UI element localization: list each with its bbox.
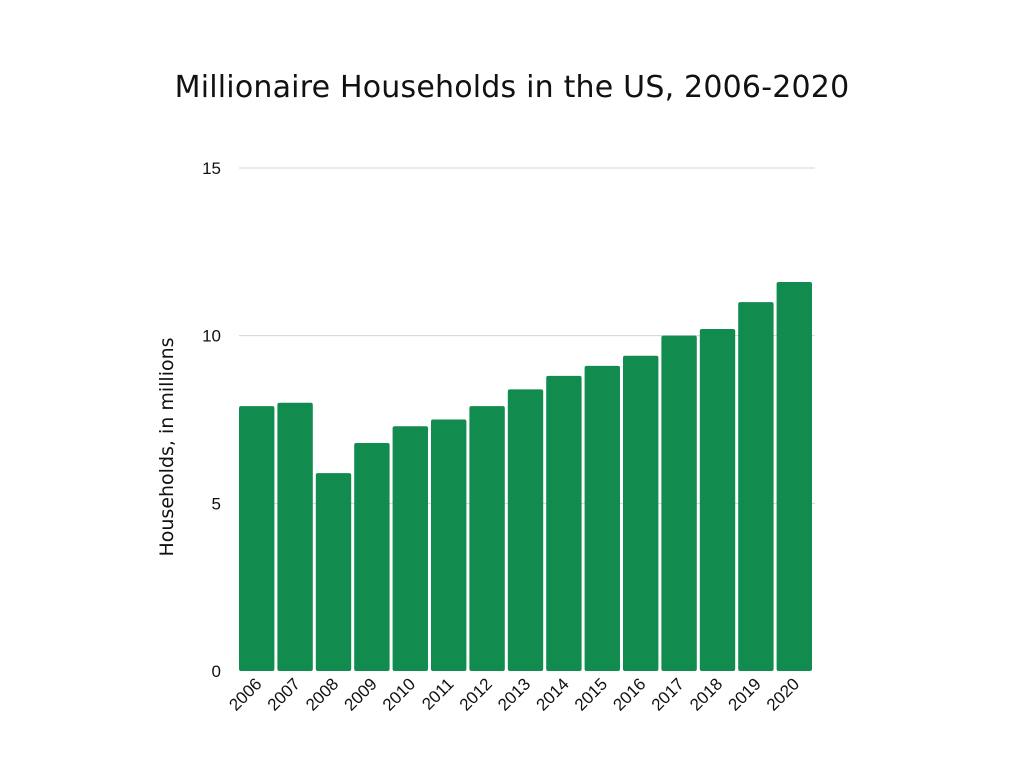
bar-2020 <box>776 282 812 671</box>
x-tick-label: 2011 <box>418 674 457 713</box>
bar-2012 <box>469 406 505 671</box>
bar-2013 <box>507 389 544 671</box>
bar-2007 <box>277 402 313 671</box>
bars <box>239 282 812 671</box>
x-tick-label: 2015 <box>571 674 611 714</box>
x-tick-label: 2018 <box>686 674 726 714</box>
bar-2019 <box>738 302 774 671</box>
chart-title: Millionaire Households in the US, 2006-2… <box>174 70 850 105</box>
bar-2011 <box>431 419 467 671</box>
x-tick-label: 2019 <box>725 674 765 714</box>
x-tick-label: 2007 <box>264 674 304 714</box>
bar-2010 <box>392 426 428 671</box>
x-tick-label: 2017 <box>648 674 688 714</box>
x-tick-label: 2010 <box>379 674 419 714</box>
x-tick-label: 2012 <box>456 674 496 714</box>
bar-2015 <box>584 365 620 671</box>
x-tick-label: 2020 <box>763 674 803 714</box>
bar-2016 <box>623 355 659 671</box>
bar-2014 <box>546 375 582 671</box>
x-tick-label: 2014 <box>533 674 573 714</box>
bar-2017 <box>661 335 697 671</box>
bar-2006 <box>239 406 275 671</box>
y-tick-label: 10 <box>202 327 221 346</box>
y-tick-label: 15 <box>202 159 221 178</box>
y-tick-label: 0 <box>212 662 221 681</box>
bar-2008 <box>315 473 352 671</box>
x-tick-label: 2009 <box>341 674 381 714</box>
y-tick-label: 5 <box>212 494 221 513</box>
x-tick-label: 2008 <box>302 674 342 714</box>
y-axis-ticks: 0 5 10 15 <box>202 159 221 681</box>
x-tick-label: 2016 <box>609 674 649 714</box>
bar-2009 <box>354 442 390 671</box>
bar-2018 <box>699 328 736 671</box>
x-tick-label: 2013 <box>494 674 534 714</box>
y-axis-label: Households, in millions <box>156 337 178 556</box>
x-tick-label: 2006 <box>225 674 265 714</box>
